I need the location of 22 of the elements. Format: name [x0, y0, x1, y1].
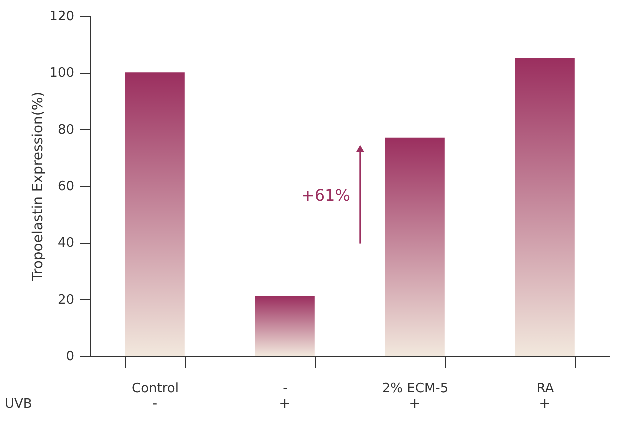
text: +	[539, 396, 551, 412]
y-tick-label: 120	[50, 10, 74, 24]
y-tick-label: 0	[66, 350, 74, 364]
bar	[125, 72, 185, 356]
text: +	[279, 396, 291, 412]
annotation: +61%	[301, 186, 350, 206]
x-tick-label: -	[283, 382, 288, 396]
x-tick-label: RA	[536, 382, 554, 396]
text: -	[152, 396, 158, 412]
bar	[385, 138, 445, 356]
y-tick-label: 40	[58, 236, 74, 252]
text: UVB	[5, 397, 32, 412]
x-tick-label: 2% ECM-5	[382, 382, 449, 396]
y-tick-label: 60	[58, 180, 74, 194]
y-tick-label: 100	[50, 66, 74, 82]
bar	[255, 296, 315, 356]
y-axis-title: Tropoelastin Expression(%)	[30, 92, 47, 282]
y-tick-label: 80	[58, 122, 74, 138]
y-tick-label: 20	[58, 292, 74, 308]
text: +	[409, 396, 421, 412]
bar	[515, 58, 575, 356]
x-tick-label: Control	[132, 382, 179, 396]
